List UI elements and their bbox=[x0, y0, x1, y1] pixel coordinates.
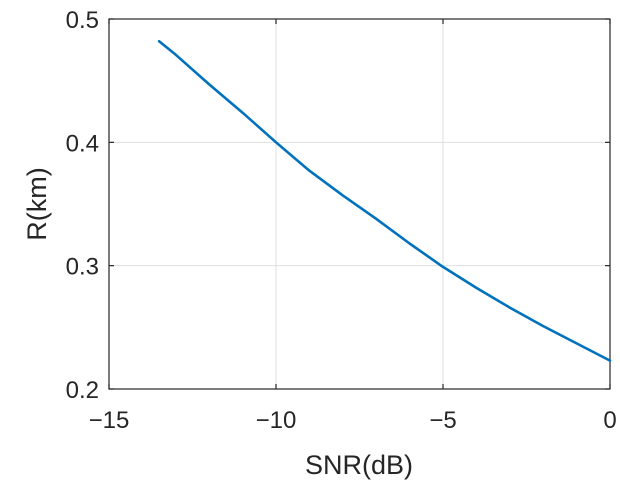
x-tick-label: 0 bbox=[603, 407, 616, 434]
series-line bbox=[157, 39, 612, 362]
x-axis-label: SNR(dB) bbox=[305, 450, 413, 480]
y-axis-label: R(km) bbox=[22, 167, 52, 240]
x-tick-label: −10 bbox=[256, 407, 297, 434]
plot-area-frame bbox=[108, 18, 611, 390]
grid-lines bbox=[108, 18, 611, 390]
x-tick-label: −5 bbox=[429, 407, 456, 434]
series-layer bbox=[157, 39, 612, 362]
x-tick-label: −15 bbox=[89, 407, 130, 434]
axis-ticks bbox=[108, 18, 611, 390]
y-tick-label: 0.5 bbox=[66, 7, 99, 34]
y-tick-label: 0.3 bbox=[66, 254, 99, 281]
y-tick-labels: 0.2 0.3 0.4 0.5 bbox=[66, 7, 99, 404]
y-tick-label: 0.4 bbox=[66, 130, 99, 157]
y-tick-label: 0.2 bbox=[66, 377, 99, 404]
x-tick-labels: −15 −10 −5 0 bbox=[89, 407, 617, 434]
